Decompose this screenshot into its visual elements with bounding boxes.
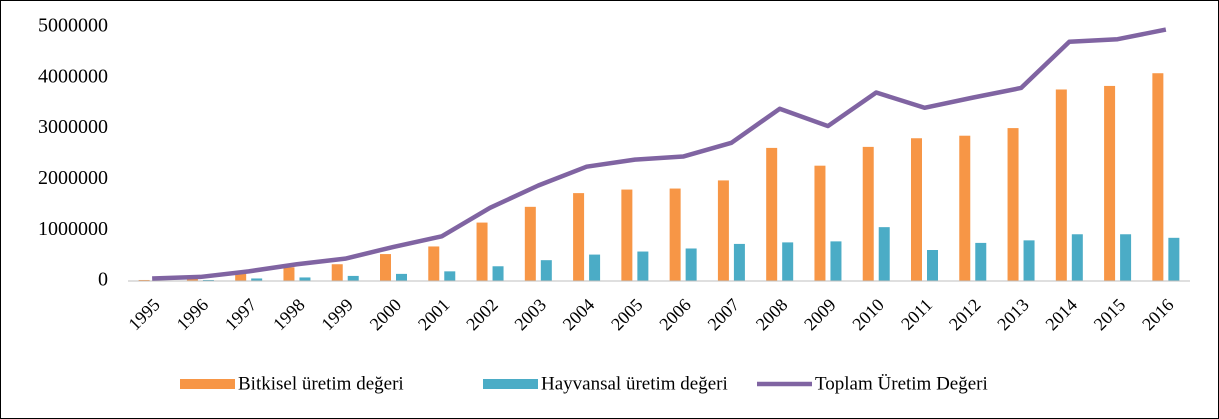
- y-tick-label: 0: [98, 269, 108, 291]
- bar: [1104, 85, 1116, 281]
- bar: [380, 254, 391, 281]
- legend-label: Bitkisel üretim değeri: [238, 373, 404, 394]
- bar: [476, 222, 488, 281]
- bar: [202, 279, 214, 281]
- bar: [524, 206, 536, 281]
- bar: [573, 193, 585, 281]
- line: [152, 27, 1167, 281]
- bar: [428, 246, 440, 281]
- bar: [283, 267, 295, 281]
- bar: [878, 227, 890, 281]
- bar: [1007, 128, 1019, 281]
- bar: [299, 277, 311, 281]
- y-tick-label: 1000000: [38, 218, 108, 240]
- bar: [235, 273, 247, 281]
- bar: [959, 135, 971, 281]
- bar: [138, 279, 150, 281]
- bar: [1071, 234, 1083, 281]
- y-tick-label: 4000000: [38, 65, 108, 87]
- bar: [685, 248, 697, 281]
- y-tick-label: 5000000: [38, 15, 108, 37]
- bar: [1023, 240, 1035, 281]
- bar: [927, 250, 938, 281]
- bar: [766, 147, 778, 281]
- bar: [492, 266, 504, 281]
- y-tick-label: 2000000: [38, 167, 108, 189]
- bar: [782, 242, 794, 281]
- bar: [911, 138, 922, 281]
- bar: [1120, 234, 1132, 281]
- legend-label: Toplam Üretim Değeri: [815, 373, 988, 394]
- bar: [540, 260, 552, 281]
- bar: [975, 242, 987, 281]
- bar: [396, 273, 407, 281]
- bar: [347, 275, 359, 281]
- bar: [251, 278, 263, 281]
- bar: [1055, 89, 1067, 281]
- bar: [637, 251, 649, 281]
- bar: [733, 243, 745, 281]
- bar: [1152, 73, 1164, 281]
- bar: [814, 165, 826, 281]
- bar: [331, 264, 343, 281]
- bar: [186, 278, 198, 281]
- bar: [862, 146, 874, 281]
- bar: [717, 180, 729, 281]
- bar: [444, 271, 456, 281]
- bar: [669, 188, 681, 281]
- legend-swatch: [483, 379, 538, 389]
- bar: [830, 241, 842, 281]
- y-tick-label: 3000000: [38, 116, 108, 138]
- legend-label: Hayvansal üretim değeri: [541, 373, 728, 394]
- legend-swatch: [180, 379, 235, 389]
- bar: [1168, 237, 1180, 281]
- bar: [589, 254, 601, 281]
- bar: [621, 189, 633, 281]
